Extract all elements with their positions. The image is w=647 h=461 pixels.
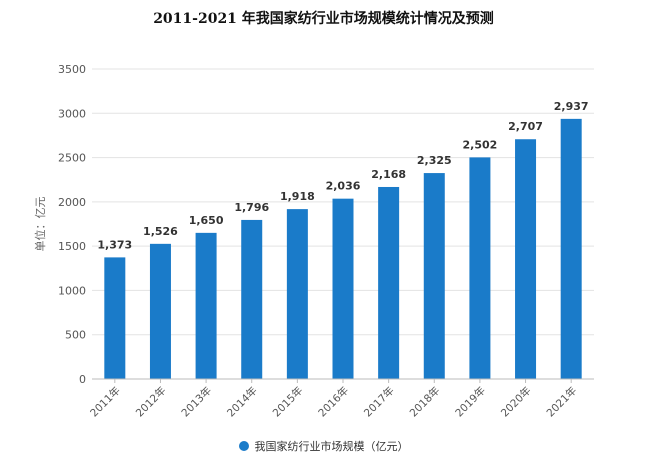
data-label: 1,526: [143, 225, 178, 238]
x-tick-label: 2020年: [498, 384, 534, 420]
x-axis-ticks: 2011年 2012年 2013年 2014年 2015年 2016年 2017年 2018年…: [87, 379, 579, 419]
bar: [149, 243, 171, 379]
y-tick-label: 1000: [58, 284, 86, 297]
legend: 我国家纺行业市场规模（亿元）: [0, 438, 647, 454]
x-tick-label: 2018年: [407, 384, 443, 420]
legend-swatch: [238, 441, 249, 451]
y-tick-label: 3500: [58, 63, 86, 76]
y-tick-label: 3000: [58, 107, 86, 120]
x-tick-label: 2014年: [224, 384, 260, 420]
y-tick-label: 0: [79, 373, 86, 386]
bar: [104, 257, 126, 379]
x-tick-label: 2016年: [316, 384, 352, 420]
x-tick-label: 2015年: [270, 384, 306, 420]
bar: [423, 173, 445, 379]
y-tick-label: 2000: [58, 196, 86, 209]
y-axis-ticks: 0 500 1000 1500 2000 2500 3000 3500: [58, 63, 86, 386]
bar: [195, 232, 217, 379]
bars: [104, 118, 582, 379]
bar: [560, 118, 582, 379]
y-tick-label: 500: [65, 329, 86, 342]
bar: [469, 157, 491, 379]
legend-label: 我国家纺行业市场规模（亿元）: [254, 440, 409, 453]
data-label: 1,918: [280, 190, 315, 203]
data-label: 2,168: [371, 168, 406, 181]
y-tick-label: 1500: [58, 240, 86, 253]
y-axis-label: 单位：亿元: [33, 197, 47, 252]
x-tick-label: 2017年: [361, 384, 397, 420]
data-label: 1,650: [189, 214, 224, 227]
bar: [286, 209, 308, 379]
x-tick-label: 2019年: [453, 384, 489, 420]
bar: [332, 198, 354, 379]
data-label: 2,325: [417, 154, 452, 167]
x-tick-label: 2011年: [87, 384, 123, 420]
x-tick-label: 2013年: [179, 384, 215, 420]
y-tick-label: 2500: [58, 152, 86, 165]
x-tick-label: 2021年: [544, 384, 580, 420]
bar: [241, 219, 263, 379]
bar: [515, 139, 537, 379]
data-labels: 1,373 1,526 1,650 1,796 1,918 2,036 2,168 2,325…: [97, 100, 588, 252]
chart-title: 2011-2021 年我国家纺行业市场规模统计情况及预测: [153, 11, 494, 27]
data-label: 2,502: [463, 138, 498, 151]
data-label: 2,937: [554, 100, 589, 113]
bar: [378, 186, 400, 379]
data-label: 1,373: [97, 238, 132, 251]
data-label: 2,707: [508, 120, 543, 133]
x-tick-label: 2012年: [133, 384, 169, 420]
data-label: 1,796: [234, 201, 269, 214]
data-label: 2,036: [326, 180, 361, 193]
